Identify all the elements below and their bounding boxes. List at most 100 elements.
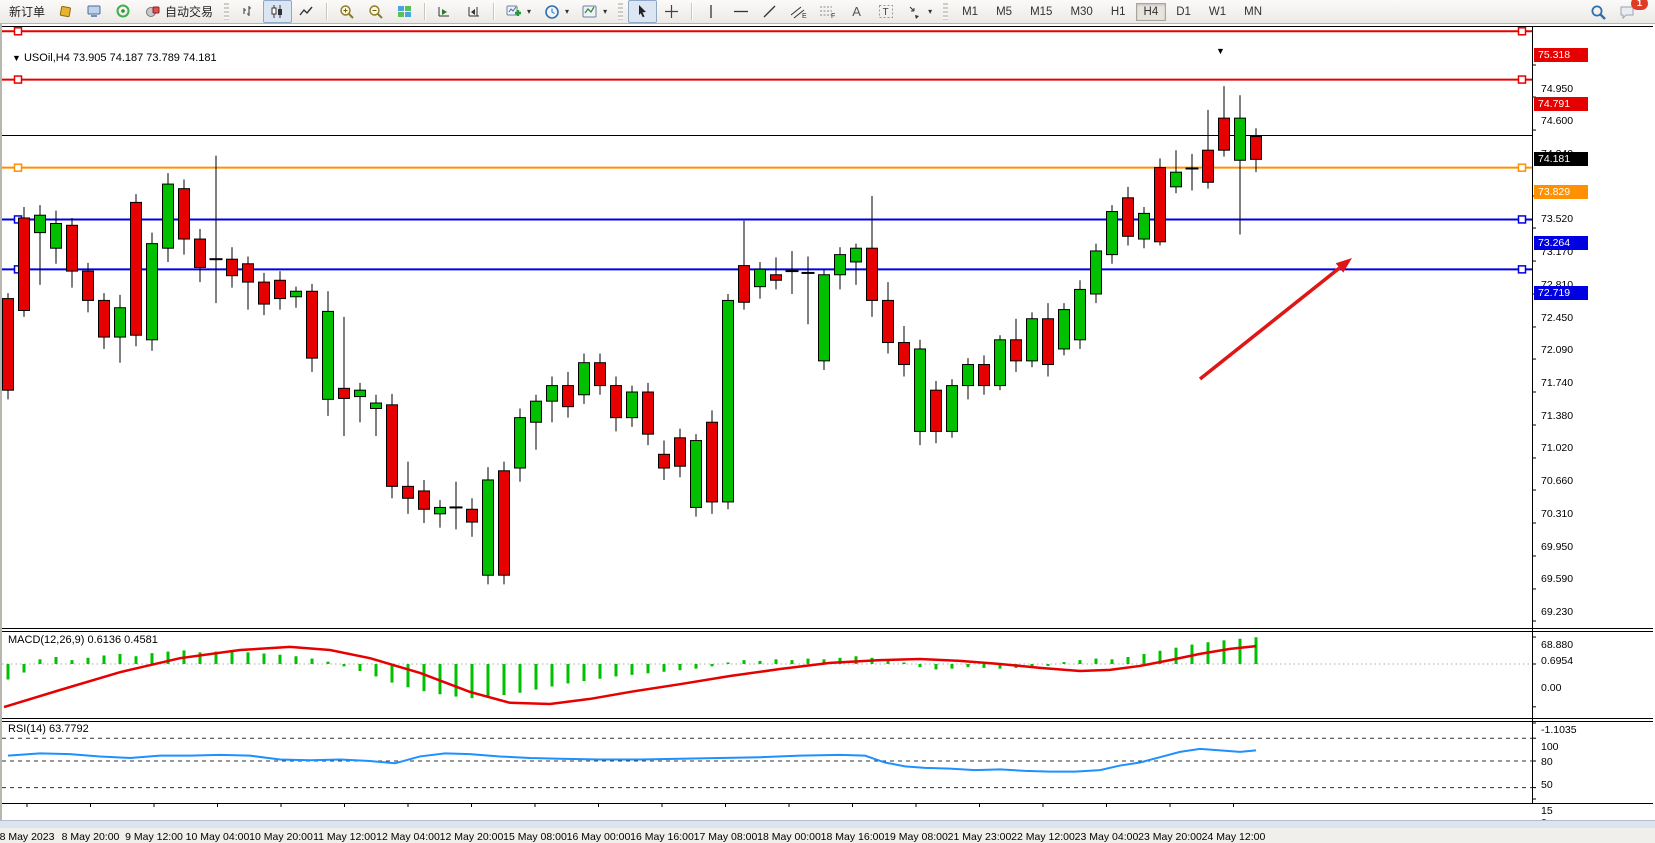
chart-end-marker-icon[interactable]: ▼ xyxy=(1216,46,1225,56)
candle xyxy=(162,173,174,262)
level-line-74.791[interactable] xyxy=(2,75,1532,84)
bar-chart-mode-button[interactable] xyxy=(234,0,263,23)
clock-icon xyxy=(543,3,560,20)
auto-trading-button[interactable]: 自动交易 xyxy=(138,0,219,23)
candle xyxy=(658,440,670,480)
trendline-tool-button[interactable] xyxy=(755,0,784,23)
market-watch-button[interactable] xyxy=(51,0,80,23)
timeframe-button-D1[interactable]: D1 xyxy=(1176,5,1191,18)
dropdown-caret-icon: ▾ xyxy=(928,7,933,16)
candle xyxy=(50,210,62,264)
candle xyxy=(449,481,463,530)
time-axis-label: 18 May 00:00 xyxy=(757,831,821,843)
timeframe-button-W1[interactable]: W1 xyxy=(1208,5,1227,18)
timeframe-button-MN[interactable]: MN xyxy=(1244,5,1263,18)
text-tool-button[interactable]: A xyxy=(842,0,871,23)
cursor-tool-button[interactable] xyxy=(628,0,658,23)
time-axis-label: 24 May 12:00 xyxy=(1201,831,1266,843)
price-tick-label: 68.880 xyxy=(1541,638,1574,651)
timeframe-button-H4[interactable]: H4 xyxy=(1135,2,1167,21)
time-axis-label: 8 May 20:00 xyxy=(61,831,120,843)
candle xyxy=(1010,318,1022,372)
candle xyxy=(514,408,526,482)
candle xyxy=(1026,312,1038,368)
notifications-button[interactable]: 1 xyxy=(1613,0,1648,23)
candle xyxy=(706,410,718,514)
new-order-button[interactable]: 新订单 xyxy=(3,0,51,23)
period-button[interactable]: ▾ xyxy=(537,0,575,23)
time-axis-label: 8 May 2023 xyxy=(0,831,55,843)
timeframe-button-M15[interactable]: M15 xyxy=(1030,5,1053,18)
macd-tick-label: -1.1035 xyxy=(1541,724,1577,737)
chart-shift-button[interactable] xyxy=(459,0,488,23)
candle xyxy=(434,500,446,528)
candle xyxy=(482,467,494,585)
channel-tool-button[interactable]: E xyxy=(784,0,813,23)
timeframe-button-H1[interactable]: H1 xyxy=(1110,5,1126,18)
candle xyxy=(530,394,542,450)
toolbar-separator xyxy=(493,3,495,20)
label-tool-button[interactable]: T xyxy=(871,0,900,23)
arrows-tool-button[interactable]: ▾ xyxy=(900,0,938,23)
add-indicator-button[interactable]: ▾ xyxy=(499,0,537,23)
candle xyxy=(226,247,238,288)
zoom-out-button[interactable] xyxy=(361,0,390,23)
candle xyxy=(1042,303,1054,377)
svg-text:E: E xyxy=(802,13,807,19)
candle xyxy=(770,257,782,290)
candle xyxy=(1090,243,1102,304)
candle xyxy=(274,271,286,310)
rsi-tick-label: 50 xyxy=(1541,778,1553,791)
timeframe-button-M1[interactable]: M1 xyxy=(962,5,979,18)
horizontal-line-tool-button[interactable] xyxy=(726,0,755,23)
trend-arrow[interactable] xyxy=(1198,258,1352,381)
time-axis-label: 18 May 16:00 xyxy=(820,831,885,843)
rsi-tick-label: 100 xyxy=(1541,740,1559,753)
candle xyxy=(785,250,799,294)
arrows-icon xyxy=(906,3,923,20)
timeframe-button-M5[interactable]: M5 xyxy=(996,5,1013,18)
toolbar-separator xyxy=(691,3,693,20)
time-axis-label: 15 May 08:00 xyxy=(503,831,567,843)
candle xyxy=(610,376,622,432)
svg-text:F: F xyxy=(831,13,835,19)
tile-windows-button[interactable] xyxy=(390,0,419,23)
price-tick-label: 71.380 xyxy=(1541,409,1574,422)
svg-text:T: T xyxy=(882,7,888,18)
candle xyxy=(1170,150,1182,194)
price-tick-label: 70.310 xyxy=(1541,507,1574,520)
crosshair-tool-button[interactable] xyxy=(657,0,686,23)
price-level-badge: 73.264 xyxy=(1534,236,1588,251)
candle xyxy=(402,461,414,514)
terminal-button[interactable] xyxy=(80,0,109,23)
add-indicator-icon xyxy=(505,3,522,20)
search-button[interactable] xyxy=(1584,0,1613,23)
auto-scroll-button[interactable] xyxy=(430,0,459,23)
candle xyxy=(386,393,398,499)
signal-icon xyxy=(115,3,132,20)
candle xyxy=(626,385,638,427)
new-order-label: 新订单 xyxy=(9,5,46,19)
candle xyxy=(914,339,926,446)
template-button[interactable]: ▾ xyxy=(575,0,613,23)
status-bar xyxy=(0,820,1655,828)
price-level-badge: 72.719 xyxy=(1534,286,1588,301)
candle xyxy=(498,461,510,585)
level-line-75.318[interactable] xyxy=(2,27,1532,36)
candle-chart-mode-button[interactable] xyxy=(263,0,293,23)
timeframe-button-M30[interactable]: M30 xyxy=(1070,5,1093,18)
vertical-line-tool-button[interactable] xyxy=(697,0,726,23)
zoom-in-button[interactable] xyxy=(332,0,361,23)
candle xyxy=(1234,95,1246,235)
line-chart-mode-button[interactable] xyxy=(292,0,321,23)
candle xyxy=(801,256,815,325)
candle xyxy=(866,195,878,317)
macd-tick-label: 0.00 xyxy=(1541,681,1562,694)
fibonacci-tool-button[interactable]: F xyxy=(813,0,842,23)
macd-tick-label: 0.6954 xyxy=(1541,654,1574,667)
candle xyxy=(1074,280,1086,349)
signals-button[interactable] xyxy=(109,0,138,23)
price-chart[interactable] xyxy=(0,24,1655,827)
candle xyxy=(978,355,990,395)
level-line-73.829[interactable] xyxy=(2,163,1532,172)
